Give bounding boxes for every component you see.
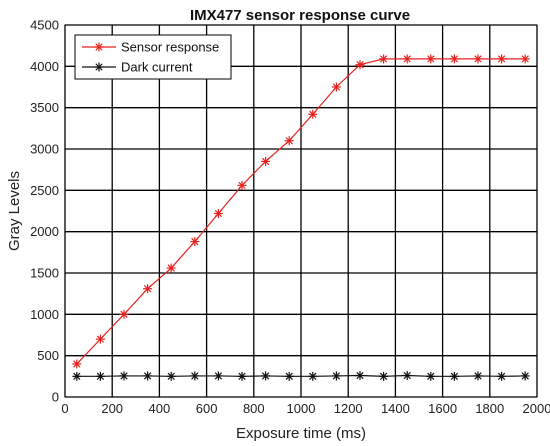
- data-point-sensor-response: [72, 359, 82, 369]
- x-tick-label: 1600: [428, 401, 457, 416]
- x-tick-label: 0: [61, 401, 68, 416]
- y-tick-label: 1500: [30, 266, 59, 281]
- data-point-sensor-response: [355, 60, 365, 70]
- y-tick-label: 3000: [30, 142, 59, 157]
- y-tick-label: 0: [52, 390, 59, 405]
- data-point-sensor-response: [213, 208, 223, 218]
- data-point-sensor-response: [497, 54, 507, 64]
- x-tick-label: 400: [149, 401, 171, 416]
- data-point-dark-current: [379, 371, 389, 381]
- data-point-sensor-response: [308, 109, 318, 119]
- data-point-sensor-response: [95, 334, 105, 344]
- y-axis-label: Gray Levels: [6, 171, 23, 251]
- data-point-dark-current: [449, 371, 459, 381]
- data-point-sensor-response: [143, 284, 153, 294]
- y-tick-label: 1000: [30, 307, 59, 322]
- x-tick-label: 800: [243, 401, 265, 416]
- data-point-dark-current: [497, 371, 507, 381]
- data-point-dark-current: [402, 371, 412, 381]
- y-tick-label: 500: [37, 348, 59, 363]
- x-tick-label: 600: [196, 401, 218, 416]
- legend-marker-dark-current: [94, 62, 104, 72]
- x-tick-label: 1400: [381, 401, 410, 416]
- data-point-dark-current: [166, 371, 176, 381]
- x-tick-label: 2000: [523, 401, 550, 416]
- data-point-dark-current: [331, 371, 341, 381]
- data-point-dark-current: [473, 371, 483, 381]
- data-point-dark-current: [237, 371, 247, 381]
- data-point-sensor-response: [426, 54, 436, 64]
- data-point-dark-current: [95, 371, 105, 381]
- legend-box: [74, 34, 232, 80]
- data-point-dark-current: [284, 371, 294, 381]
- data-point-dark-current: [308, 371, 318, 381]
- legend-label-sensor-response: Sensor response: [121, 40, 219, 55]
- data-point-sensor-response: [473, 54, 483, 64]
- x-tick-label: 1000: [287, 401, 316, 416]
- data-point-sensor-response: [520, 54, 530, 64]
- plot-series: [72, 54, 530, 381]
- data-point-dark-current: [355, 371, 365, 381]
- legend-marker-sensor-response: [94, 42, 104, 52]
- data-point-dark-current: [213, 371, 223, 381]
- data-point-dark-current: [119, 371, 129, 381]
- x-tick-label: 1800: [475, 401, 504, 416]
- y-tick-label: 2500: [30, 183, 59, 198]
- x-tick-label: 1200: [334, 401, 363, 416]
- data-point-sensor-response: [402, 54, 412, 64]
- y-tick-label: 2000: [30, 224, 59, 239]
- grid-lines: [64, 24, 538, 398]
- data-point-sensor-response: [119, 309, 129, 319]
- legend: Sensor response Dark current: [74, 34, 232, 80]
- y-tick-label: 3500: [30, 100, 59, 115]
- tick-labels: 0 200 400 600 800 1000 1200 1400 1600 1800 2000 0 50…: [30, 18, 550, 417]
- data-point-sensor-response: [261, 156, 271, 166]
- chart-title: IMX477 sensor response curve: [190, 7, 410, 24]
- y-tick-label: 4000: [30, 59, 59, 74]
- data-point-dark-current: [520, 371, 530, 381]
- data-point-dark-current: [143, 371, 153, 381]
- data-point-sensor-response: [166, 263, 176, 273]
- data-point-sensor-response: [331, 82, 341, 92]
- x-axis-label: Exposure time (ms): [236, 425, 366, 442]
- data-point-dark-current: [426, 371, 436, 381]
- x-tick-label: 200: [101, 401, 123, 416]
- data-point-sensor-response: [284, 136, 294, 146]
- plot-frame: [64, 24, 538, 398]
- data-point-sensor-response: [190, 237, 200, 247]
- legend-label-dark-current: Dark current: [121, 60, 193, 75]
- data-point-sensor-response: [379, 54, 389, 64]
- data-point-dark-current: [72, 371, 82, 381]
- data-point-sensor-response: [237, 180, 247, 190]
- data-point-sensor-response: [449, 54, 459, 64]
- data-point-dark-current: [190, 371, 200, 381]
- y-tick-label: 4500: [30, 18, 59, 33]
- data-point-dark-current: [261, 371, 271, 381]
